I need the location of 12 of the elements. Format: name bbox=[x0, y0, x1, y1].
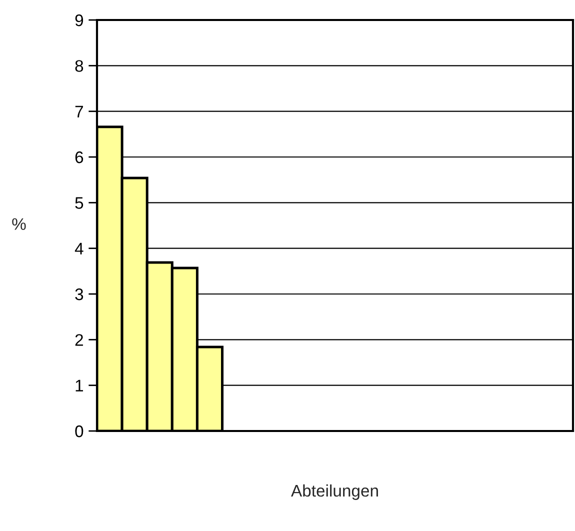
y-tick-label: 1 bbox=[76, 380, 83, 392]
y-tick-label: 9 bbox=[75, 14, 84, 26]
y-axis-title: % bbox=[12, 218, 26, 230]
y-tick-label: 5 bbox=[75, 197, 84, 209]
y-tick-label: 8 bbox=[75, 60, 84, 72]
y-tick-label: 6 bbox=[75, 151, 84, 164]
y-tick-label: 4 bbox=[74, 242, 84, 254]
x-axis-title: Abteilungen bbox=[291, 484, 378, 500]
y-tick-label: 0 bbox=[75, 425, 84, 438]
y-tick-label: 7 bbox=[75, 106, 83, 118]
y-tick-label: 3 bbox=[75, 288, 84, 300]
y-tick-label: 2 bbox=[75, 334, 83, 346]
